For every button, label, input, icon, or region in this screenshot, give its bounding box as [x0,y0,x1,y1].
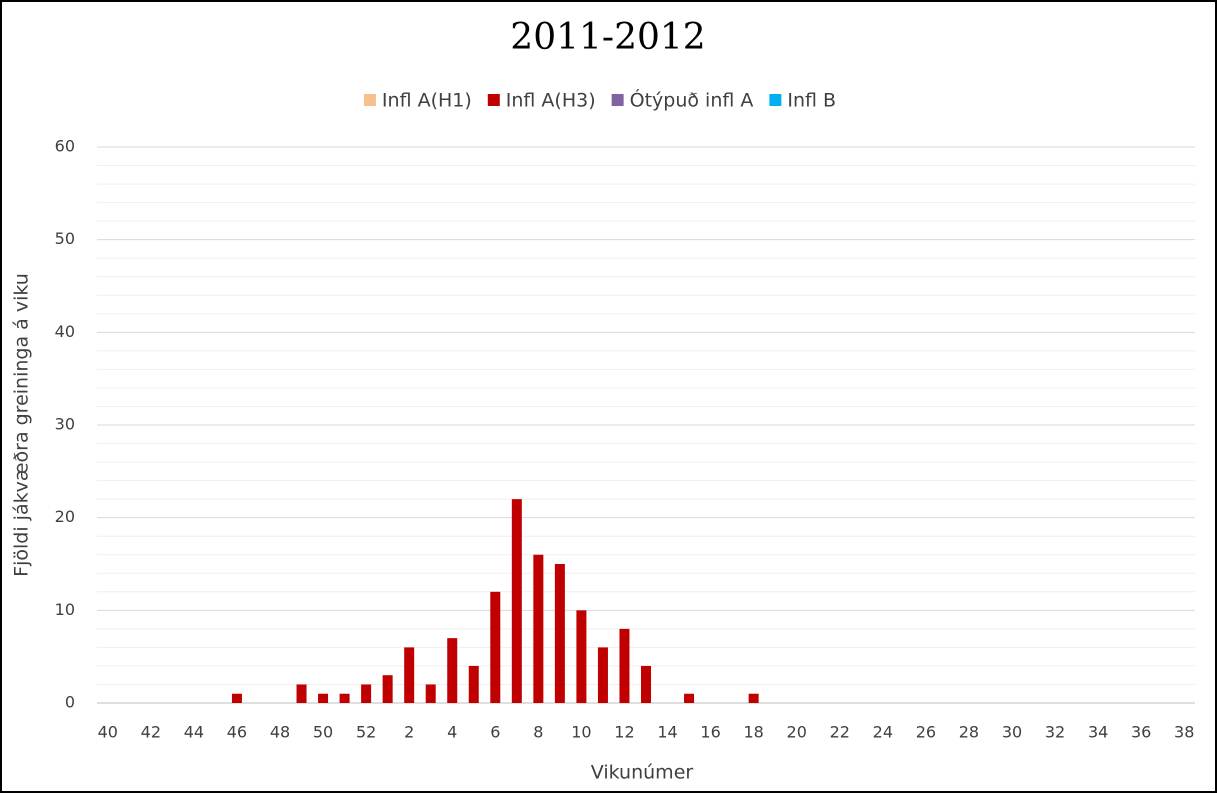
legend-label: Infl A(H1) [382,90,472,112]
bar [231,693,242,703]
bar [641,665,651,703]
y-tick-label: 0 [65,693,75,712]
legend-swatch [487,94,500,106]
x-tick-label: 50 [313,723,333,742]
y-tick-label: 30 [55,415,75,434]
y-tick-label: 60 [55,137,75,156]
bar [619,628,630,703]
bar [296,684,307,703]
x-tick-label: 26 [916,723,936,742]
x-tick-label: 20 [787,723,807,742]
legend-label: Ótýpuð infl A [630,88,754,112]
x-tick-label: 48 [270,723,290,742]
bar [748,693,759,703]
bar [361,684,372,703]
x-tick-label: 14 [657,723,677,742]
x-axis-label: Vikunúmer [591,762,694,784]
x-tick-label: 32 [1045,723,1065,742]
bar [597,647,608,703]
y-tick-label: 40 [55,322,75,341]
x-tick-label: 38 [1174,723,1194,742]
legend-label: Infl B [787,90,836,112]
bar [511,499,522,703]
bar [318,693,329,703]
x-tick-label: 44 [184,723,204,742]
bar [554,564,565,703]
bar [533,554,544,703]
x-tick-label: 18 [743,723,763,742]
bar [447,638,458,703]
x-tick-label: 36 [1131,723,1151,742]
bar [468,665,479,703]
x-tick-label: 42 [141,723,161,742]
legend-swatch [363,94,376,106]
chart-title: 2011-2012 [510,17,705,58]
x-tick-label: 16 [700,723,720,742]
x-tick-label: 30 [1002,723,1022,742]
x-tick-label: 24 [873,723,893,742]
bar [382,675,393,703]
x-tick-label: 6 [490,723,500,742]
legend-swatch [769,94,782,106]
x-tick-label: 12 [614,723,634,742]
bar [339,693,350,703]
x-tick-label: 46 [227,723,247,742]
bar [576,610,587,703]
x-tick-label: 8 [533,723,543,742]
x-tick-label: 40 [98,723,118,742]
legend-swatch [611,94,624,106]
legend-label: Infl A(H3) [506,90,596,112]
x-tick-label: 4 [447,723,457,742]
y-axis-label: Fjöldi jákvæðra greininga á viku [11,273,33,577]
bar [425,684,436,703]
y-tick-label: 20 [55,507,75,526]
x-tick-label: 28 [959,723,979,742]
bar [490,591,501,703]
x-tick-label: 34 [1088,723,1108,742]
x-tick-label: 52 [356,723,376,742]
y-tick-label: 50 [55,229,75,248]
bar [404,647,415,703]
x-tick-label: 22 [830,723,850,742]
x-tick-label: 10 [571,723,591,742]
y-tick-label: 10 [55,600,75,619]
x-tick-label: 2 [404,723,414,742]
bar [684,693,695,703]
